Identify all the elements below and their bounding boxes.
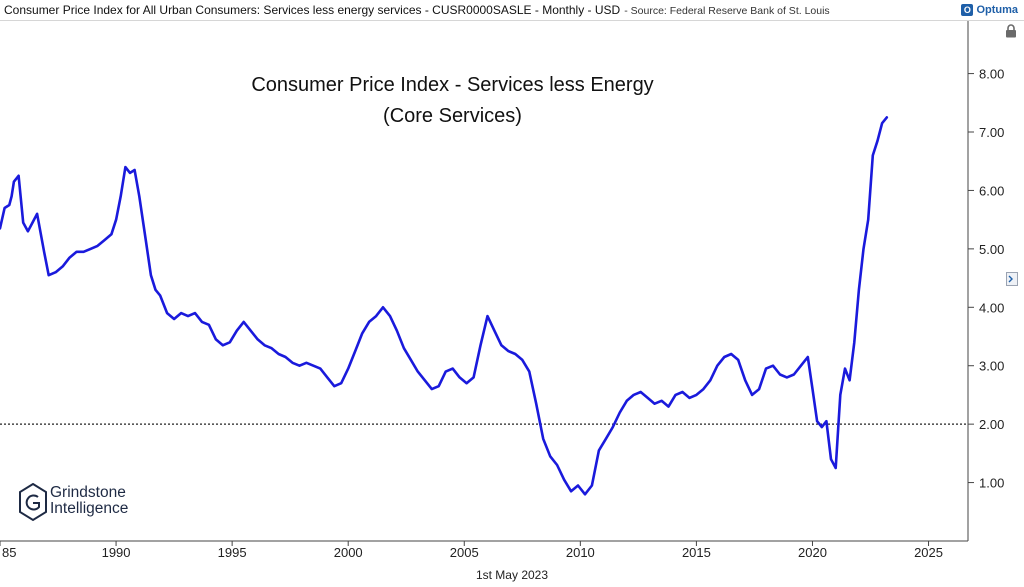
watermark-line1: Grindstone (50, 484, 126, 501)
brand: O Optuma (961, 2, 1018, 18)
x-tick-label: 2015 (682, 545, 711, 560)
x-tick-label: 85 (2, 545, 16, 560)
chart-header-bar: Consumer Price Index for All Urban Consu… (0, 0, 1024, 21)
series-source: - Source: Federal Reserve Bank of St. Lo… (624, 5, 830, 17)
y-tick-label: 2.00 (979, 417, 1004, 432)
optuma-logo-icon: O (961, 4, 974, 16)
y-tick-label: 6.00 (979, 183, 1004, 198)
axes (0, 21, 974, 546)
series-layer (0, 116, 889, 496)
series-line (0, 116, 889, 496)
watermark-line2: Intelligence (50, 500, 129, 517)
brand-name: Optuma (976, 4, 1018, 16)
chart-title-block: Consumer Price Index - Services less Ene… (190, 70, 715, 132)
watermark-logo: Grindstone Intelligence (18, 483, 168, 529)
series-title: Consumer Price Index for All Urban Consu… (4, 3, 621, 17)
y-tick-label: 1.00 (979, 476, 1004, 491)
x-tick-label: 2005 (450, 545, 479, 560)
chart-title: Consumer Price Index - Services less Ene… (251, 74, 654, 96)
lock-icon[interactable] (1005, 24, 1017, 38)
x-tick-label: 2020 (798, 545, 827, 560)
y-tick-label: 5.00 (979, 242, 1004, 257)
y-tick-label: 4.00 (979, 300, 1004, 315)
y-tick-label: 8.00 (979, 67, 1004, 82)
grindstone-logo-icon (19, 483, 47, 522)
y-tick-label: 7.00 (979, 125, 1004, 140)
x-tick-label: 1990 (102, 545, 131, 560)
y-tick-label: 3.00 (979, 359, 1004, 374)
scroll-marker-icon[interactable] (1006, 272, 1018, 286)
tick-labels: 1.00 2.00 3.00 4.00 5.00 6.00 7.00 8.00 85 1990 19… (2, 67, 1004, 560)
x-tick-label: 2025 (914, 545, 943, 560)
footer-date: 1st May 2023 (475, 568, 549, 582)
x-tick-label: 2010 (566, 545, 595, 560)
chart-subtitle: (Core Services) (383, 105, 522, 127)
x-tick-label: 1995 (218, 545, 247, 560)
watermark-text: Grindstone Intelligence (50, 485, 128, 517)
series-description: Consumer Price Index for All Urban Consu… (4, 3, 830, 17)
x-tick-label: 2000 (334, 545, 363, 560)
